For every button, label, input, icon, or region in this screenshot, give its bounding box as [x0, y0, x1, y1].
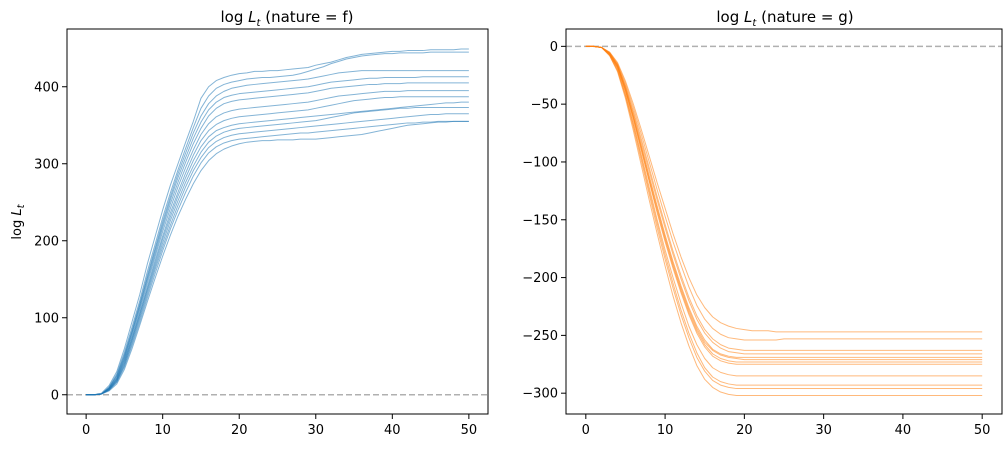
series-line-9 — [585, 45, 983, 377]
plot-frame — [565, 28, 1003, 415]
y-tick-label: −50 — [531, 98, 558, 113]
series-line-11 — [585, 45, 983, 390]
series-line-1 — [86, 48, 469, 396]
series-line-9 — [86, 107, 469, 396]
x-tick-label: 30 — [307, 423, 324, 438]
x-tick-label: 0 — [82, 423, 90, 438]
x-tick-label: 10 — [657, 423, 674, 438]
series-line-5 — [585, 45, 983, 358]
series-line-4 — [585, 45, 983, 355]
y-axis-label: log Lt — [10, 203, 27, 239]
y-tick-label: 200 — [34, 234, 59, 249]
series-line-2 — [585, 45, 983, 341]
x-tick-label: 50 — [974, 423, 991, 438]
x-tick-label: 10 — [154, 423, 171, 438]
x-tick-label: 40 — [384, 423, 401, 438]
plot-frame — [66, 28, 489, 415]
series-line-3 — [585, 45, 983, 351]
x-tick-label: 40 — [895, 423, 912, 438]
series-line-1 — [585, 45, 983, 333]
series-line-7 — [86, 96, 469, 396]
series-line-12 — [86, 120, 469, 396]
y-tick-label: −300 — [522, 387, 558, 402]
series-line-4 — [86, 76, 469, 396]
chart-title: log Lt (nature = f) — [221, 8, 354, 29]
y-tick-label: −100 — [522, 155, 558, 170]
chart-title: log Lt (nature = g) — [716, 8, 853, 29]
y-tick-label: −200 — [522, 271, 558, 286]
y-tick-label: 300 — [34, 157, 59, 172]
y-tick-label: 0 — [51, 388, 59, 403]
series-line-11 — [86, 120, 469, 396]
series-line-5 — [86, 82, 469, 396]
series-line-8 — [585, 45, 983, 365]
series-line-12 — [585, 45, 983, 396]
y-tick-label: −250 — [522, 329, 558, 344]
y-tick-label: −150 — [522, 213, 558, 228]
x-tick-label: 20 — [231, 423, 248, 438]
series-line-6 — [585, 45, 983, 361]
series-line-8 — [86, 101, 469, 396]
series-line-7 — [585, 45, 983, 363]
y-tick-label: 100 — [34, 311, 59, 326]
chart-panel-nature-g: log Lt (nature = g) 0 10 20 30 40 50 0 −50 −100 −… — [522, 8, 1003, 438]
series-line-10 — [86, 113, 469, 396]
series-line-2 — [86, 51, 469, 396]
y-tick-label: 400 — [34, 80, 59, 95]
x-tick-label: 50 — [461, 423, 478, 438]
series-line-3 — [86, 70, 469, 396]
series-line-6 — [86, 90, 469, 396]
series-line-10 — [585, 45, 983, 386]
x-tick-label: 20 — [736, 423, 753, 438]
x-tick-label: 30 — [815, 423, 832, 438]
chart-panel-nature-f: log Lt (nature = f) log Lt 0 10 20 30 40 50 0 1… — [10, 8, 489, 438]
x-tick-label: 0 — [582, 423, 590, 438]
y-tick-label: 0 — [550, 40, 558, 55]
